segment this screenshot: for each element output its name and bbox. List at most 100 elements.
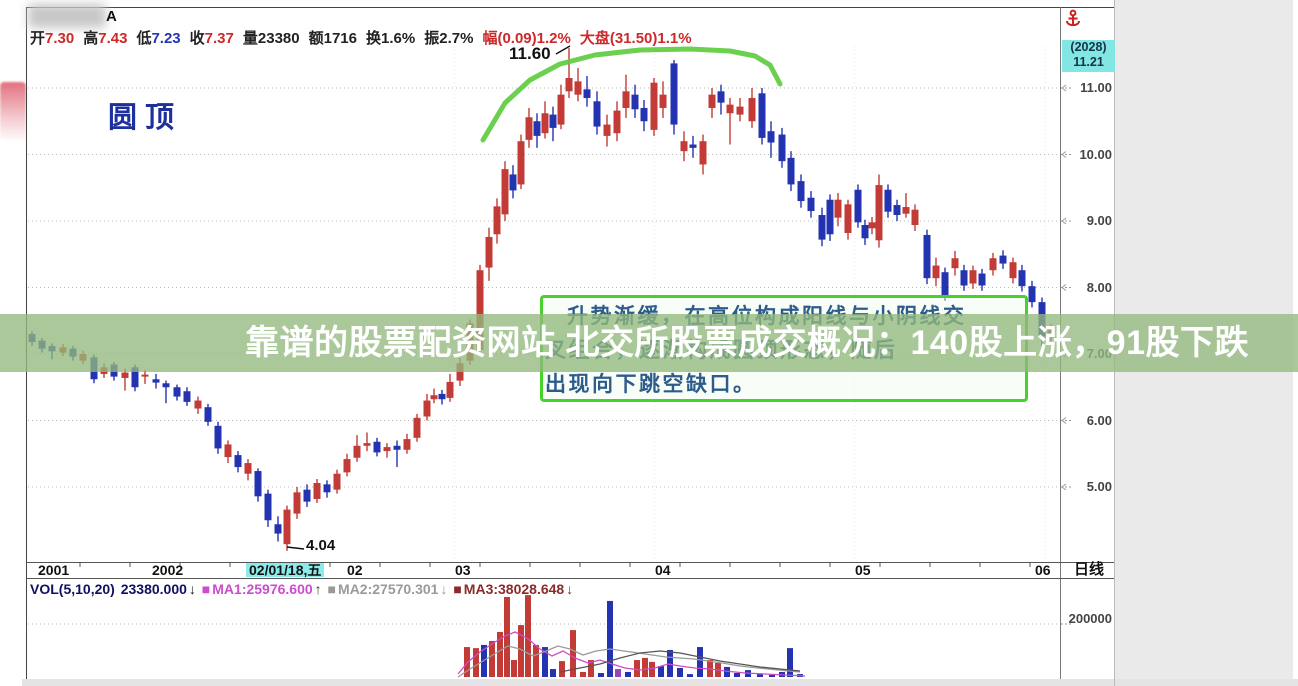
candle-body — [893, 205, 901, 216]
page-decoration-blob — [0, 82, 26, 142]
candle-body — [204, 407, 212, 422]
candle-body — [978, 273, 986, 286]
candle-body — [844, 204, 852, 233]
candle-body — [875, 185, 883, 241]
candle-body — [438, 393, 446, 400]
volume-bar — [580, 671, 586, 677]
date-axis-label: 05 — [855, 562, 871, 578]
volume-header-part: ↑ — [314, 581, 322, 597]
volume-header-part: MA2:27570.301 — [338, 581, 439, 597]
candle-body — [797, 181, 805, 202]
candle-body — [565, 78, 573, 92]
candle-body — [989, 258, 997, 271]
candle-body — [670, 63, 678, 125]
candle-body — [363, 443, 371, 446]
candle-body — [999, 255, 1007, 264]
candle-body — [423, 400, 431, 417]
bars-count: (2028) — [1070, 40, 1107, 54]
price-tick-arrow — [1061, 217, 1067, 225]
volume-bar — [518, 625, 524, 677]
page-bottom-strip — [22, 679, 1298, 686]
candle-body — [932, 265, 940, 279]
candle-body — [264, 493, 272, 521]
low-price-label: 4.04 — [306, 537, 336, 554]
candle-body — [758, 93, 766, 138]
volume-bar — [634, 660, 640, 677]
volume-bar — [677, 667, 683, 677]
volume-bar — [542, 647, 548, 677]
candle-body — [699, 141, 707, 165]
price-axis-tick-label: 6.00 — [1086, 412, 1112, 428]
price-axis-tick-label: 8.00 — [1086, 279, 1112, 295]
info-field-额: 额1716 — [308, 30, 357, 47]
volume-bar — [787, 648, 793, 677]
volume-bar — [615, 669, 621, 677]
volume-bar — [559, 661, 565, 677]
candle-body — [214, 425, 222, 449]
price-tick-arrow — [1061, 417, 1067, 424]
volume-bar — [570, 630, 576, 677]
promo-banner-text[interactable]: 靠谱的股票配资网站 北交所股票成交概况：140股上涨，91股下跌 — [245, 324, 1249, 362]
candle-body — [373, 441, 381, 453]
candle-body — [854, 189, 862, 223]
candle-body — [353, 445, 361, 458]
volume-header-part: ■ — [449, 581, 462, 597]
candle-body — [413, 417, 421, 438]
date-axis-label: 06 — [1035, 562, 1051, 578]
candle-body — [593, 101, 601, 127]
date-axis-label: 2002 — [152, 562, 184, 578]
volume-bar — [525, 595, 531, 677]
volume-header-part: VOL(5,10,20) — [30, 581, 115, 597]
candle-body — [313, 483, 321, 499]
candle-body — [659, 94, 667, 108]
candle-body — [323, 484, 331, 493]
price-tick-arrow — [1061, 151, 1067, 158]
volume-bar — [724, 666, 730, 677]
candle-body — [343, 459, 351, 473]
candle-body — [726, 104, 734, 114]
candle-body — [911, 209, 919, 225]
candle-body — [254, 471, 262, 497]
round-top-label: 圆顶 — [108, 102, 183, 134]
price-tick-arrow — [1061, 84, 1067, 92]
volume-header-part: ↓ — [188, 581, 196, 597]
candle-body — [640, 107, 648, 122]
candle-body — [708, 94, 716, 108]
date-axis-label: 2001 — [38, 562, 70, 578]
ma1-line — [457, 631, 806, 677]
candle-body — [244, 463, 252, 474]
candle-body — [680, 141, 688, 152]
candle-body — [333, 473, 341, 490]
candle-body — [383, 447, 391, 452]
candle-body — [583, 89, 591, 98]
volume-bar — [598, 673, 604, 677]
candle-body — [446, 381, 454, 398]
candle-body — [403, 439, 411, 450]
candle-body — [234, 455, 242, 468]
candle-body — [485, 236, 493, 268]
volume-bar — [533, 644, 539, 677]
info-field-振: 振2.7% — [424, 30, 474, 47]
peak-pointer-line — [555, 45, 571, 55]
candle-body — [517, 141, 525, 185]
volume-header-part: MA3:38028.648 — [463, 581, 565, 597]
candle-body — [121, 372, 129, 378]
volume-header-part: ↓ — [566, 581, 574, 597]
volume-bar — [473, 648, 479, 677]
volume-bar — [658, 666, 664, 677]
price-axis-tick-label: 10.00 — [1079, 146, 1112, 162]
info-field-幅: 幅(0.09)1.2% — [482, 30, 571, 47]
last-price-box: (2028) 11.21 — [1062, 40, 1115, 72]
candle-body — [1018, 270, 1026, 287]
ma2-line — [457, 645, 801, 678]
volume-bar — [625, 671, 631, 677]
info-field-开: 开7.30 — [30, 30, 75, 47]
date-axis-label: 02/01/18,五 — [246, 563, 325, 577]
candle-body — [767, 131, 775, 143]
candle-body — [557, 94, 565, 125]
date-axis-label: 02 — [347, 562, 363, 578]
price-tick-arrow — [1061, 284, 1067, 291]
info-field-量: 量23380 — [242, 30, 300, 47]
candle-body — [613, 110, 621, 134]
